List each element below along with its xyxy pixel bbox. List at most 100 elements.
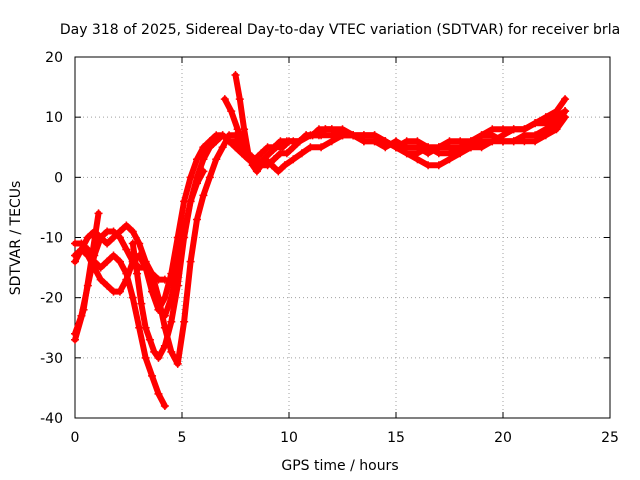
data-point: [128, 239, 137, 248]
y-tick-labels: -40 -30 -20 -10 0 10 20: [40, 50, 63, 427]
data-point: [173, 281, 182, 290]
y-tick-label: -40: [40, 411, 63, 427]
data-point: [531, 119, 540, 128]
series-layer: [71, 71, 570, 410]
data-point: [115, 287, 124, 296]
data-point: [122, 245, 131, 254]
data-point: [137, 299, 146, 308]
data-point: [71, 251, 79, 260]
y-tick-label: -20: [40, 291, 63, 307]
data-point: [349, 131, 358, 140]
data-point: [192, 155, 201, 164]
data-point: [154, 305, 163, 314]
data-point: [160, 311, 169, 320]
data-point: [561, 95, 570, 104]
data-point: [122, 221, 131, 230]
data-point: [141, 353, 150, 362]
y-tick-label: -10: [40, 231, 63, 247]
data-point: [218, 143, 227, 152]
data-point: [141, 263, 150, 272]
x-tick-label: 10: [280, 430, 298, 446]
data-point: [199, 143, 208, 152]
axis-ticks: [74, 56, 611, 419]
data-point: [252, 167, 261, 176]
data-point: [180, 317, 189, 326]
data-point: [150, 347, 159, 356]
data-point: [71, 335, 79, 344]
data-point: [103, 281, 112, 290]
data-point: [295, 137, 304, 146]
data-point: [488, 137, 497, 146]
data-point: [205, 137, 214, 146]
data-point: [392, 143, 400, 152]
data-point: [79, 305, 88, 314]
data-point: [552, 107, 561, 116]
data-point: [445, 137, 454, 146]
data-point: [280, 161, 289, 170]
data-point: [477, 143, 486, 152]
x-tick-label: 5: [178, 430, 187, 446]
chart-title: Day 318 of 2025, Sidereal Day-to-day VTE…: [60, 22, 620, 38]
data-point: [160, 401, 169, 410]
data-point: [173, 233, 182, 242]
data-point: [282, 149, 291, 158]
data-point: [231, 143, 240, 152]
y-tick-label: -30: [40, 351, 63, 367]
data-point: [103, 239, 112, 248]
data-point: [167, 347, 176, 356]
data-point: [218, 131, 227, 140]
data-point: [552, 119, 561, 128]
x-tick-label: 0: [71, 430, 80, 446]
data-point: [541, 125, 550, 134]
data-point: [306, 131, 315, 140]
data-point: [160, 341, 169, 350]
data-point: [317, 143, 326, 152]
data-point: [94, 209, 103, 218]
data-point: [109, 227, 118, 236]
data-point: [115, 257, 124, 266]
data-point: [205, 173, 214, 182]
data-point: [103, 257, 112, 266]
data-point: [244, 149, 253, 158]
data-point: [466, 143, 475, 152]
data-point: [199, 191, 208, 200]
series-line: [72, 132, 245, 367]
data-point: [115, 233, 124, 242]
data-point: [456, 143, 465, 152]
data-point: [499, 137, 507, 146]
data-point: [186, 257, 195, 266]
data-point: [561, 107, 570, 116]
data-point: [338, 131, 347, 140]
data-point: [148, 371, 157, 380]
data-point: [180, 197, 189, 206]
data-point: [128, 293, 137, 302]
series-line: [232, 72, 569, 175]
data-point: [274, 167, 283, 176]
data-point: [541, 113, 550, 122]
data-point: [96, 275, 105, 284]
data-point: [488, 125, 497, 134]
data-point: [141, 323, 150, 332]
x-tick-label: 20: [494, 430, 512, 446]
data-point: [192, 215, 201, 224]
data-point: [109, 251, 118, 260]
data-point: [220, 95, 229, 104]
data-point: [96, 233, 105, 242]
data-point: [265, 149, 274, 158]
data-point: [240, 125, 249, 134]
data-point: [509, 125, 518, 134]
data-point: [227, 107, 236, 116]
data-point: [434, 161, 443, 170]
data-point: [289, 155, 298, 164]
data-point: [509, 137, 518, 146]
data-point: [145, 335, 154, 344]
x-tick-label: 15: [387, 430, 405, 446]
data-point: [359, 131, 368, 140]
data-point: [128, 227, 137, 236]
series-line: [72, 210, 102, 343]
data-point: [434, 149, 443, 158]
data-point: [148, 287, 157, 296]
data-point: [88, 251, 97, 260]
data-point: [83, 233, 92, 242]
x-tick-labels: 0 5 10 15 20 25: [71, 430, 619, 446]
